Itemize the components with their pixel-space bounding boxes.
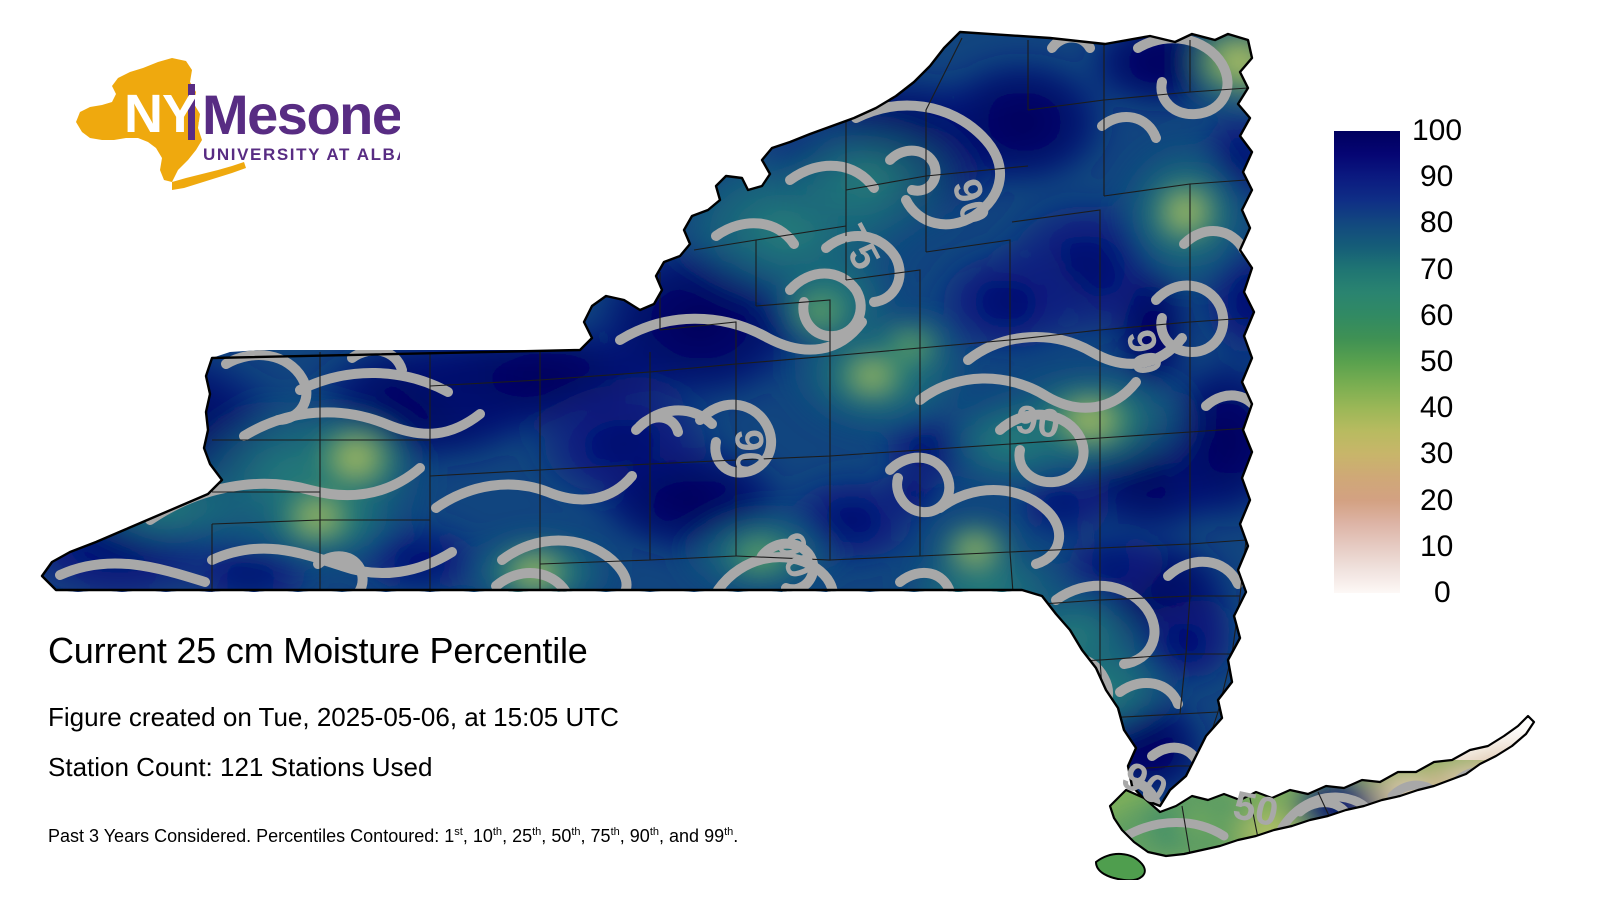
station-count-label: Station Count: 121 Stations Used [48, 752, 433, 782]
percentile-footnote: Past 3 Years Considered. Percentiles Con… [48, 826, 738, 847]
footnote-ordinal-suffix-90: th [649, 826, 659, 838]
state-outline [40, 30, 1256, 808]
logo-long-island-icon [172, 162, 246, 190]
contour-label-90: 90 [1118, 326, 1170, 379]
colorbar-tick-80: 80 [1420, 206, 1454, 240]
footnote-separator: , [462, 826, 473, 846]
footnote-ordinal-suffix-50: th [571, 826, 581, 838]
footnote-ordinal-1: 1st [444, 826, 463, 846]
colorbar-tick-20: 20 [1420, 483, 1454, 517]
footnote-ordinal-75: 75th [590, 826, 620, 846]
nys-mesonet-logo: NYS Mesonet UNIVERSITY AT ALBANY [60, 52, 400, 212]
footnote-separator: , [502, 826, 513, 846]
footnote-lead: Past 3 Years Considered. Percentiles Con… [48, 826, 445, 846]
moisture-percentile-map: 90 75 90 90 90 90 90 50 [40, 30, 1536, 880]
contour-label-90: 90 [1013, 397, 1063, 447]
footnote-ordinal-50: 50th [551, 826, 581, 846]
figure-created-timestamp: Figure created on Tue, 2025-05-06, at 15… [48, 702, 619, 732]
footnote-ordinal-99: 99th [704, 826, 734, 846]
colorbar-tick-50: 50 [1420, 345, 1454, 378]
colorbar-tick-100: 100 [1412, 114, 1463, 147]
footnote-separator: . [733, 826, 739, 846]
colorbar-tick-70: 70 [1420, 252, 1454, 286]
colorbar-tick-10: 10 [1420, 529, 1454, 563]
footnote-ordinal-90: 90th [629, 826, 659, 846]
footnote-conjunction: and [669, 826, 705, 846]
contour-label-90: 90 [726, 429, 772, 475]
footnote-ordinal-25: 25th [512, 826, 542, 846]
footnote-ordinal-10: 10th [472, 826, 503, 846]
footnote-separator: , [541, 826, 552, 846]
ny-state-silhouette-icon [76, 58, 202, 182]
footnote-ordinal-suffix-1: st [454, 826, 463, 838]
logo-divider [188, 84, 195, 140]
footnote-ordinal-suffix-75: th [610, 826, 620, 838]
footnote-separator: , [619, 826, 630, 846]
colorbar-tick-labels: 100 90 80 70 60 50 40 30 20 10 0 [1412, 116, 1542, 608]
footnote-separator: , [580, 826, 591, 846]
colorbar-tick-30: 30 [1420, 437, 1454, 471]
logo-affiliation-text: UNIVERSITY AT ALBANY [203, 145, 400, 164]
logo-mesonet-text: Mesonet [202, 83, 400, 146]
contour-label-50: 50 [1229, 783, 1282, 835]
footnote-ordinal-suffix-25: th [532, 826, 542, 838]
colorbar [1334, 131, 1400, 593]
colorbar-tick-0: 0 [1434, 576, 1451, 609]
colorbar-tick-90: 90 [1420, 160, 1454, 194]
colorbar-tick-60: 60 [1420, 298, 1454, 332]
footnote-separator: , [659, 826, 670, 846]
footnote-ordinal-suffix-10: th [492, 826, 503, 838]
page-title: Current 25 cm Moisture Percentile [48, 630, 588, 671]
colorbar-tick-40: 40 [1420, 391, 1454, 425]
county-boundaries-long-island [1181, 791, 1331, 855]
footnote-ordinal-suffix-99: th [724, 826, 734, 838]
long-island-outline [1108, 714, 1536, 858]
staten-island [1094, 853, 1146, 880]
logo-nys-text: NYS [124, 84, 232, 144]
